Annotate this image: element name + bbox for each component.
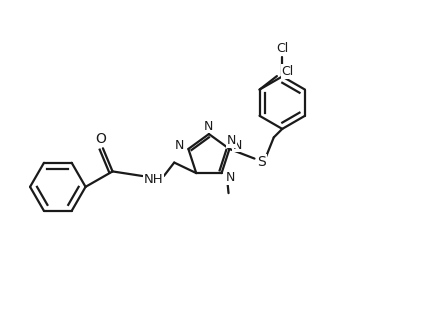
Text: O: O [95,132,106,146]
Text: N: N [226,171,235,184]
Text: Cl: Cl [282,65,294,78]
Text: N: N [232,139,242,152]
Text: N: N [204,120,214,133]
Text: N: N [227,134,236,147]
Text: NH: NH [144,173,163,186]
Text: S: S [257,155,266,169]
Text: N: N [175,139,184,152]
Text: Cl: Cl [276,42,288,55]
